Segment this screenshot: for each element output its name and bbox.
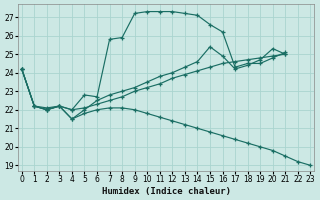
X-axis label: Humidex (Indice chaleur): Humidex (Indice chaleur) <box>101 187 231 196</box>
